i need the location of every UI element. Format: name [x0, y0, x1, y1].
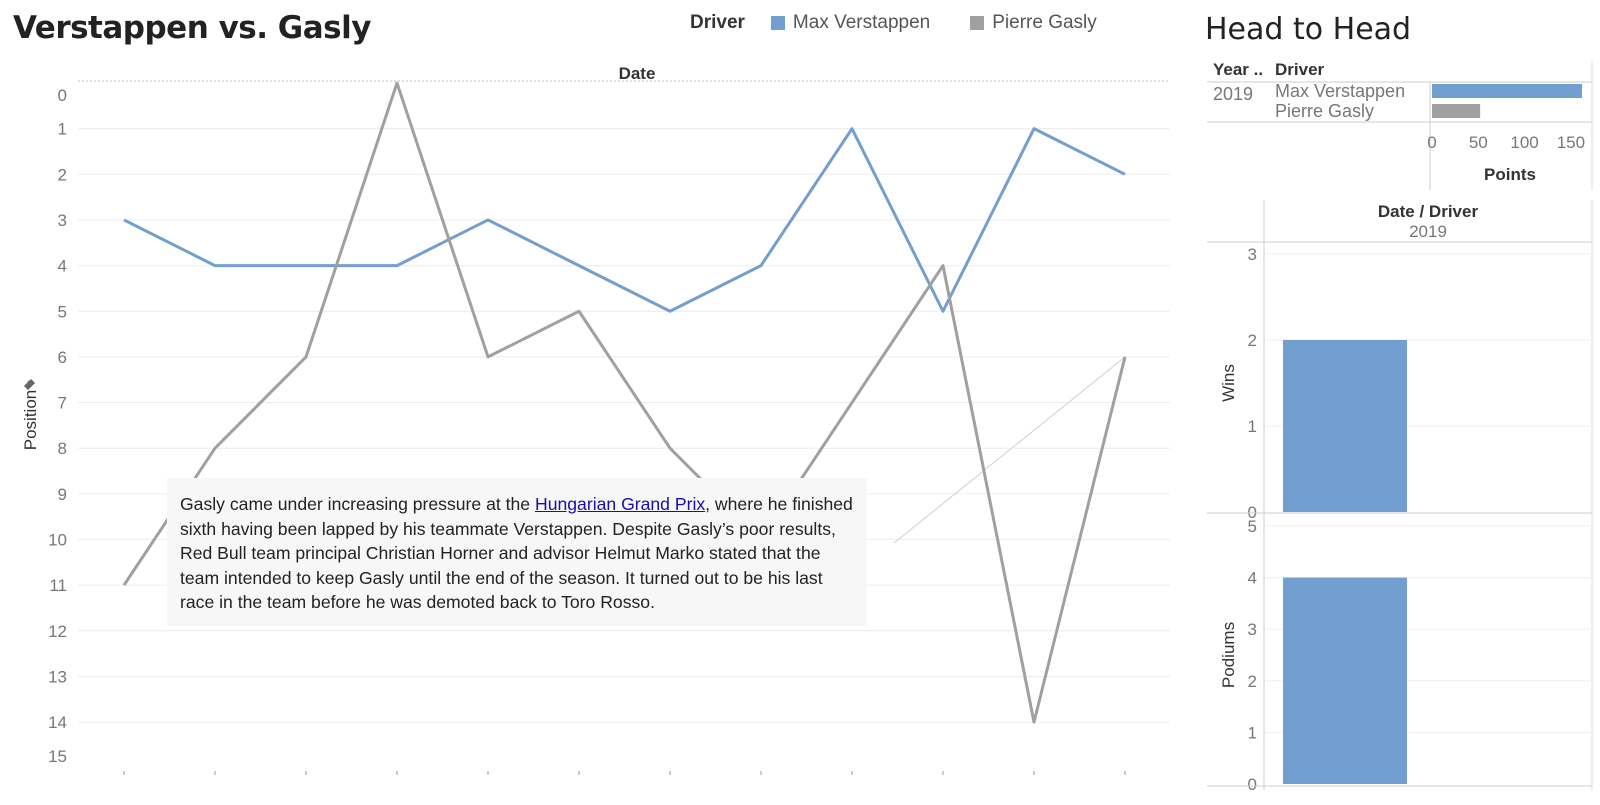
podiums-y-tick-label: 2	[1248, 672, 1257, 691]
y-tick-label: 9	[58, 485, 67, 504]
wins-y-tick-label: 1	[1248, 417, 1257, 436]
y-tick-label: 3	[58, 211, 67, 230]
y-tick-label: 2	[58, 165, 67, 184]
x-axis-label: Date	[619, 64, 656, 83]
y-tick-label: 10	[48, 531, 67, 550]
wins-bar	[1283, 340, 1407, 512]
podiums-bar	[1283, 577, 1407, 784]
y-axis-label: Position	[21, 390, 40, 450]
wins-y-tick-label: 3	[1248, 245, 1257, 264]
y-tick-label: 15	[48, 747, 67, 766]
h2h-year-header: Year ..	[1213, 60, 1263, 79]
h2h-year: 2019	[1213, 84, 1253, 104]
legend-label-verstappen: Max Verstappen	[792, 12, 931, 33]
series-line-verstappen	[123, 127, 1126, 313]
y-tick-label: 4	[58, 257, 67, 276]
podiums-axis-label: Podiums	[1219, 622, 1238, 688]
pin-shape	[23, 378, 36, 391]
legend-label-gasly: Pierre Gasly	[992, 12, 1097, 33]
y-tick-label: 0	[58, 86, 67, 105]
legend-item-verstappen[interactable]: Max Verstappen	[770, 12, 931, 34]
annotation-box: Gasly came under increasing pressure at …	[167, 478, 867, 626]
y-tick-label: 14	[48, 713, 67, 732]
podiums-y-tick-label: 0	[1248, 775, 1257, 794]
annotation-pointer-line	[893, 356, 1126, 544]
podiums-y-tick-label: 3	[1248, 620, 1257, 639]
y-tick-label: 8	[58, 439, 67, 458]
h2h-driver-header: Driver	[1275, 60, 1325, 79]
y-tick-label: 6	[58, 348, 67, 367]
legend-swatch-gasly	[970, 16, 985, 30]
y-tick-label: 7	[58, 394, 67, 413]
podiums-y-tick-label: 5	[1248, 517, 1257, 536]
h2h-x-tick-label: 100	[1510, 133, 1538, 152]
wins-axis-label: Wins	[1219, 364, 1238, 402]
h2h-driver-label: Pierre Gasly	[1275, 101, 1374, 121]
annotation-text-end: , where he finished sixth having been la…	[180, 494, 853, 613]
wins-y-tick-label: 2	[1248, 331, 1257, 350]
h2h-x-tick-label: 50	[1469, 133, 1488, 152]
driver-legend: Driver Max Verstappen Pierre Gasly	[690, 12, 1137, 34]
pin-icon[interactable]	[23, 378, 36, 391]
h2h-driver-label: Max Verstappen	[1275, 81, 1405, 101]
legend-title: Driver	[690, 12, 745, 33]
legend-swatch-verstappen	[770, 16, 785, 30]
wp-header-year: 2019	[1409, 222, 1447, 241]
dashboard-title: Verstappen vs. Gasly	[13, 10, 371, 46]
wp-header: Date / Driver	[1378, 202, 1479, 221]
h2h-points-bar	[1432, 104, 1481, 118]
head-to-head-title: Head to Head	[1205, 12, 1412, 47]
y-tick-label: 12	[48, 622, 67, 641]
wins-y-tick-label: 0	[1248, 503, 1257, 522]
h2h-x-tick-label: 0	[1427, 133, 1436, 152]
hungarian-gp-link[interactable]: Hungarian Grand Prix	[535, 494, 706, 514]
h2h-x-axis-label: Points	[1484, 165, 1536, 184]
y-tick-label: 11	[49, 576, 67, 595]
h2h-points-bar	[1432, 84, 1582, 98]
h2h-x-tick-label: 150	[1557, 133, 1585, 152]
y-tick-label: 1	[58, 120, 67, 139]
podiums-y-tick-label: 4	[1248, 569, 1257, 588]
y-tick-label: 5	[58, 302, 67, 321]
y-tick-label: 13	[48, 667, 67, 686]
series-line-gasly	[122, 81, 1127, 724]
podiums-y-tick-label: 1	[1248, 723, 1257, 742]
legend-item-gasly[interactable]: Pierre Gasly	[970, 12, 1097, 34]
annotation-text-start: Gasly came under increasing pressure at …	[180, 494, 535, 514]
